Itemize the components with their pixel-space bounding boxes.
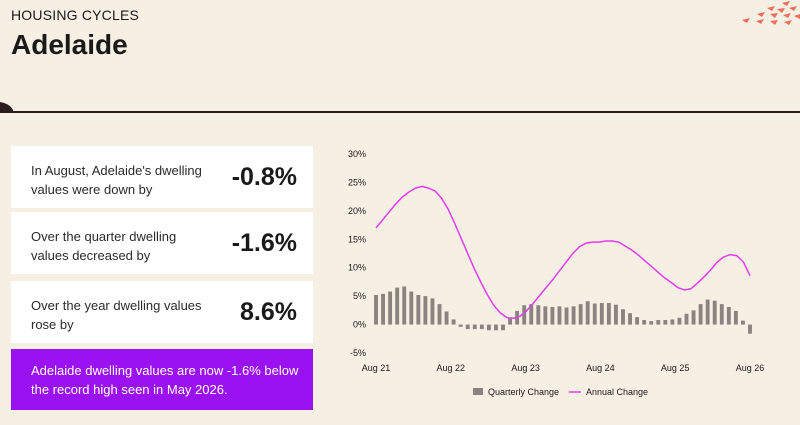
quarterly-change-bar [543, 306, 548, 325]
quarterly-change-bar [571, 306, 576, 325]
quarterly-change-bar [578, 304, 583, 325]
quarterly-change-bar [741, 320, 745, 325]
quarterly-change-bar [402, 286, 407, 325]
quarterly-change-bar [635, 317, 640, 325]
quarterly-change-bar [642, 320, 647, 325]
x-tick-label: Aug 21 [362, 363, 391, 373]
quarterly-change-bar [564, 307, 569, 325]
quarterly-change-bar [381, 293, 385, 325]
header-divider [0, 111, 800, 113]
quarterly-change-bar [458, 324, 463, 327]
x-tick-label: Aug 26 [736, 363, 765, 373]
legend-quarterly-swatch [473, 388, 483, 395]
quarterly-change-bar [557, 306, 562, 325]
quarterly-change-bar [656, 320, 661, 325]
quarterly-change-bar [486, 324, 491, 331]
stat-card-quarterly: Over the quarter dwelling values decreas… [11, 212, 313, 274]
stat-value-monthly: -0.8% [231, 163, 297, 191]
legend-quarterly-label: Quarterly Change [488, 387, 559, 397]
quarterly-change-bar [712, 300, 717, 325]
quarterly-change-bar [705, 299, 710, 325]
quarterly-change-bar [395, 287, 400, 325]
quarterly-change-bar [592, 303, 597, 325]
y-tick-label: 5% [353, 291, 366, 301]
quarterly-change-bar [613, 304, 618, 325]
quarterly-change-bar [374, 295, 378, 325]
x-tick-label: Aug 25 [661, 363, 690, 373]
y-tick-label: 10% [348, 263, 366, 273]
quarterly-change-bar [451, 319, 456, 325]
quarterly-change-bar [649, 321, 654, 325]
quarterly-change-bar [698, 304, 703, 325]
legend-annual-label: Annual Change [586, 387, 648, 397]
quarterly-change-bar [529, 304, 534, 325]
y-tick-label: 30% [348, 149, 366, 159]
quarterly-change-bar [677, 317, 682, 325]
quarterly-change-bar [748, 324, 752, 334]
quarterly-change-bar [501, 324, 505, 331]
quarterly-change-bar [465, 324, 470, 330]
x-tick-label: Aug 24 [586, 363, 615, 373]
quarterly-change-bar [719, 304, 724, 325]
quarterly-change-bar [409, 291, 414, 325]
quarterly-change-bar [550, 306, 555, 325]
quarterly-change-bar [726, 306, 731, 325]
quarterly-change-bar [733, 310, 738, 325]
quarterly-change-bar [479, 324, 484, 330]
quarterly-change-bar [691, 310, 696, 325]
stat-card-annual: Over the year dwelling values rose by 8.… [11, 281, 313, 343]
quarterly-change-bar [599, 302, 604, 325]
stat-label-annual: Over the year dwelling values rose by [31, 298, 202, 332]
quarterly-change-bar [472, 324, 477, 330]
x-tick-label: Aug 23 [511, 363, 540, 373]
divider-notch [0, 102, 14, 113]
quarterly-change-bar [663, 320, 668, 325]
stat-label-quarterly: Over the quarter dwelling values decreas… [31, 229, 177, 263]
quarterly-change-bar [444, 311, 449, 325]
quarterly-change-bar [494, 324, 498, 331]
quarterly-change-bar [423, 296, 428, 325]
logo-icon [742, 1, 800, 25]
page-title: Adelaide [11, 29, 128, 60]
x-tick-label: Aug 22 [437, 363, 466, 373]
quarterly-change-bar [585, 301, 590, 325]
record-high-callout: Adelaide dwelling values are now -1.6% b… [11, 349, 313, 410]
stat-label-monthly: In August, Adelaide's dwelling values we… [31, 163, 202, 197]
quarterly-change-bar [628, 313, 632, 325]
callout-text: Adelaide dwelling values are now -1.6% b… [31, 363, 299, 397]
y-tick-label: 25% [348, 177, 366, 187]
y-tick-label: -5% [350, 348, 366, 358]
stat-card-monthly: In August, Adelaide's dwelling values we… [11, 146, 313, 208]
annual-change-line [375, 185, 751, 320]
quarterly-change-bar [430, 298, 435, 325]
quarterly-change-bar [536, 305, 541, 325]
page-subtitle: HOUSING CYCLES [11, 7, 140, 23]
y-tick-label: 0% [353, 320, 366, 330]
stat-value-quarterly: -1.6% [231, 229, 297, 257]
y-tick-label: 20% [348, 206, 366, 216]
quarterly-change-bar [508, 317, 513, 325]
stat-value-annual: 8.6% [240, 298, 297, 326]
quarterly-change-bar [522, 305, 527, 325]
quarterly-change-bar [621, 309, 625, 325]
quarterly-change-bar [606, 302, 611, 325]
quarterly-change-bar [684, 313, 689, 325]
y-tick-label: 15% [348, 234, 366, 244]
quarterly-change-bar [388, 291, 393, 325]
quarterly-change-bar [437, 304, 442, 325]
quarterly-change-bar [670, 319, 675, 325]
quarterly-change-bar [416, 295, 421, 325]
